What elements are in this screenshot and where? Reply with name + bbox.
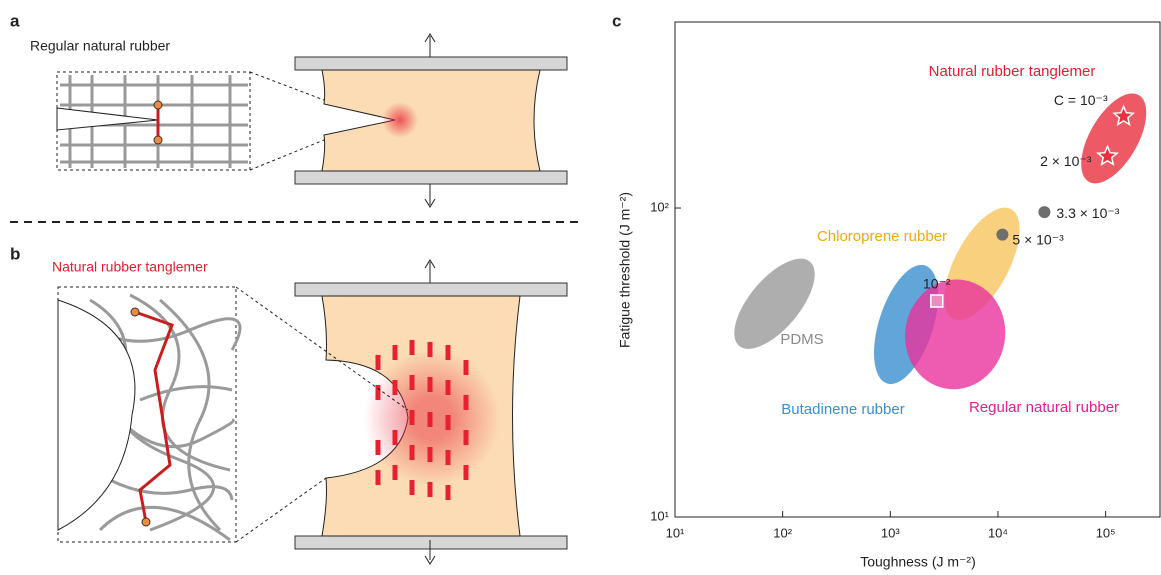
point-label: 3.3 × 10⁻³ (1056, 205, 1119, 221)
panel-label: a (10, 11, 20, 30)
panel-title: Regular natural rubber (30, 38, 170, 54)
point (996, 229, 1008, 241)
specimen (322, 70, 540, 171)
clamp (295, 171, 567, 184)
x-tick-label: 10⁴ (988, 525, 1008, 540)
x-tick-label: 10¹ (666, 525, 685, 540)
arrow (425, 260, 435, 283)
crosslink (154, 101, 162, 109)
panel-b: b Natural rubber tanglemer (10, 244, 567, 564)
point-label: 10⁻² (923, 276, 951, 292)
region-label: Chloroprene rubber (817, 228, 947, 245)
zoom-lines (250, 72, 324, 170)
point-label: 5 × 10⁻³ (1012, 231, 1064, 247)
x-tick-label: 10² (773, 525, 792, 540)
region-label: Butadinene rubber (781, 401, 904, 418)
point-label: C = 10⁻³ (1054, 92, 1108, 108)
y-tick-label: 10² (650, 199, 669, 214)
clamp (295, 536, 567, 549)
region-label: Natural rubber tanglemer (929, 63, 1096, 80)
point-label: 2 × 10⁻³ (1040, 153, 1092, 169)
y-axis-label: Fatigue threshold (J m⁻²) (617, 192, 633, 348)
clamp (295, 283, 567, 296)
x-axis-label: Toughness (J m⁻²) (860, 554, 976, 570)
point (931, 295, 943, 307)
panel-label: b (10, 244, 20, 263)
damage-zone (382, 102, 418, 138)
crosslink (142, 518, 150, 526)
panel-a: a Regular natural rubber (10, 11, 567, 207)
crosslink (131, 308, 139, 316)
y-tick-label: 10¹ (650, 508, 669, 523)
panel-title: Natural rubber tanglemer (52, 259, 208, 275)
panel-label: c (612, 11, 621, 30)
region-label: PDMS (780, 331, 823, 348)
x-tick-label: 10³ (881, 525, 900, 540)
region-label: Regular natural rubber (969, 399, 1119, 416)
crosslink (154, 136, 162, 144)
panel-c: c Toughness (J m⁻²) Fatigue threshold (J… (612, 11, 1160, 569)
figure: a Regular natural rubber b Natural rubbe… (0, 0, 1161, 575)
point (1038, 206, 1050, 218)
x-tick-label: 10⁵ (1096, 525, 1116, 540)
clamp (295, 57, 567, 70)
